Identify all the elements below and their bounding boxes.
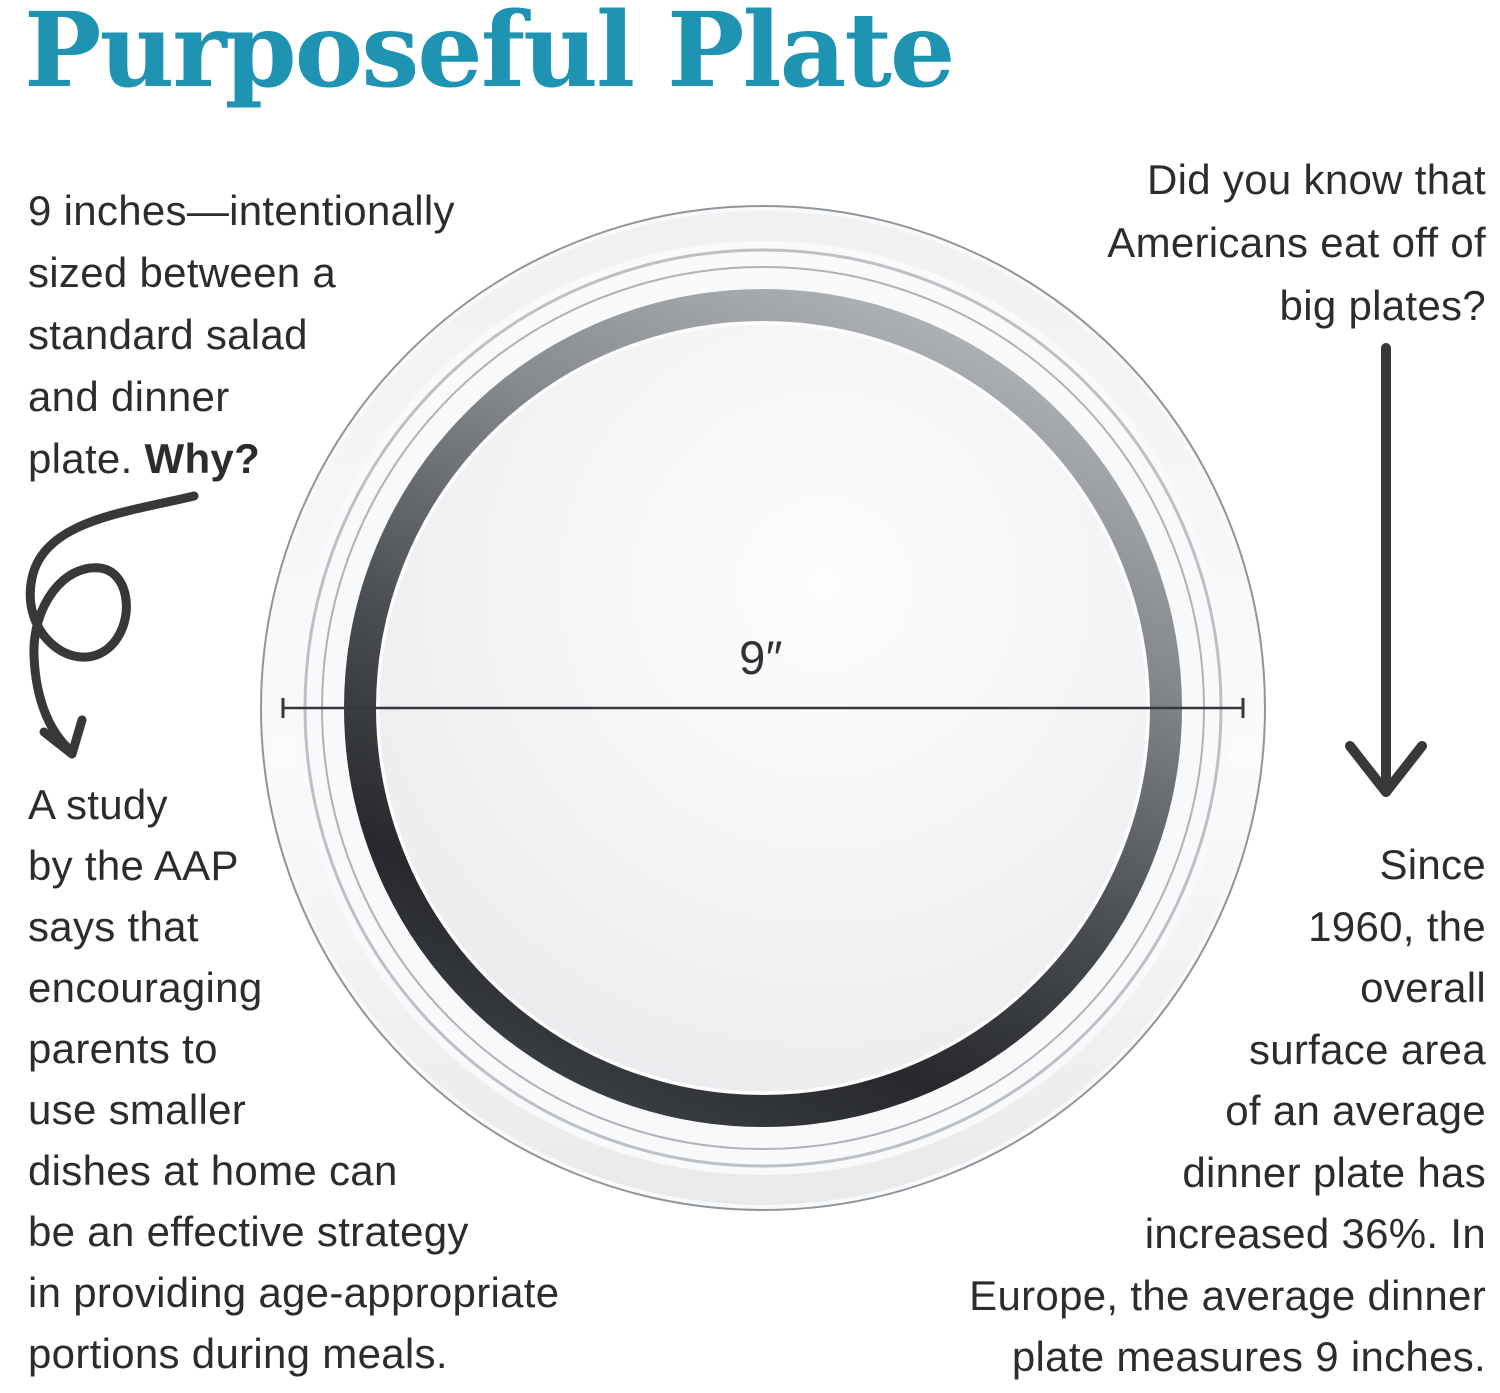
down-arrow-icon [1345, 343, 1427, 797]
curly-loop-arrow-icon [25, 491, 199, 759]
diameter-label: 9″ [739, 631, 783, 684]
intro-note: 9 inches—intentionally sized between a s… [28, 180, 588, 490]
plate-image [260, 205, 1266, 1211]
intro-note-emphasis: Why? [144, 435, 261, 482]
measurement-line [281, 698, 1245, 718]
question-note: Did you know that Americans eat off of b… [1107, 156, 1486, 329]
study-note: A study by the AAP says that encouraging… [28, 781, 560, 1377]
plate-rim-shading [266, 211, 1260, 1205]
stat-note: Since 1960, the overall surface area of … [969, 841, 1486, 1380]
intro-note-text: 9 inches—intentionally sized between a s… [28, 187, 455, 482]
page-title: Purposeful Plate [24, 0, 955, 111]
